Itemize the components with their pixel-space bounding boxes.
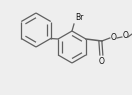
Text: O: O	[123, 32, 129, 40]
Text: O: O	[111, 32, 117, 42]
Text: O: O	[99, 57, 105, 66]
Text: Br: Br	[75, 13, 83, 22]
